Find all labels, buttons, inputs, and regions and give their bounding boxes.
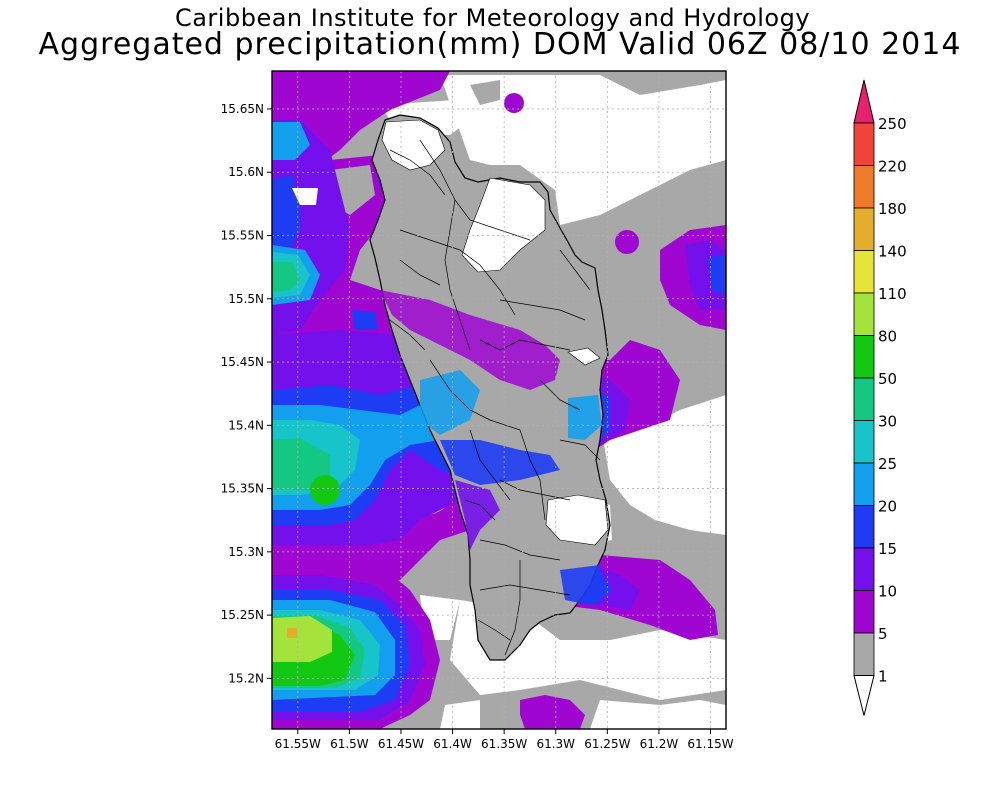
lon-tick-label: 61.45W bbox=[378, 737, 424, 751]
lat-tick-label: 15.5N bbox=[228, 292, 264, 306]
chart-title: Caribbean Institute for Meteorology and … bbox=[174, 4, 811, 32]
lat-tick-labels: 15.65N 15.6N 15.55N 15.5N 15.45N 15.4N 15.35N 1… bbox=[221, 102, 272, 685]
field-140mm bbox=[287, 628, 297, 638]
colorbar-swatch bbox=[853, 165, 875, 209]
colorbar-swatch bbox=[853, 505, 875, 549]
lat-tick-label: 15.6N bbox=[228, 165, 264, 179]
map-frame bbox=[271, 70, 727, 730]
lon-tick-label: 61.3W bbox=[536, 737, 575, 751]
lat-tick-label: 15.4N bbox=[228, 418, 264, 432]
colorbar-swatch bbox=[853, 590, 875, 634]
colorbar-label: 250 bbox=[878, 115, 907, 133]
colorbar-label: 10 bbox=[878, 583, 897, 601]
colorbar-swatch bbox=[853, 547, 875, 591]
colorbar-swatch bbox=[853, 462, 875, 506]
colorbar-label: 110 bbox=[878, 285, 907, 303]
lon-tick-label: 61.2W bbox=[640, 737, 679, 751]
colorbar-label: 15 bbox=[878, 540, 897, 558]
lat-tick-label: 15.25N bbox=[221, 608, 264, 622]
colorbar-top-arrow bbox=[853, 79, 875, 124]
colorbar-label: 50 bbox=[878, 370, 897, 388]
colorbar-label: 25 bbox=[878, 455, 897, 473]
field-80mm bbox=[272, 616, 332, 662]
colorbar-label: 220 bbox=[878, 158, 907, 176]
lon-tick-label: 61.25W bbox=[584, 737, 630, 751]
lon-tick-label: 61.5W bbox=[330, 737, 369, 751]
colorbar-label: 20 bbox=[878, 498, 897, 516]
lat-tick-label: 15.55N bbox=[221, 229, 264, 243]
chart-subtitle: Aggregated precipitation(mm) DOM Valid 0… bbox=[38, 27, 962, 62]
island-rain-patches bbox=[380, 290, 605, 605]
island-rivers-roads bbox=[389, 139, 601, 656]
colorbar-swatch bbox=[853, 207, 875, 251]
colorbar-swatch bbox=[853, 377, 875, 421]
colorbar-label: 30 bbox=[878, 413, 897, 431]
lon-tick-label: 61.15W bbox=[687, 737, 733, 751]
lon-tick-labels: 61.55W 61.5W 61.45W 61.4W 61.35W 61.3W 61.25W 6… bbox=[275, 729, 734, 751]
colorbar-bottom-arrow bbox=[853, 675, 875, 716]
colorbar: 250 220 180 140 110 80 50 30 25 20 15 10 5 1 bbox=[853, 79, 907, 716]
colorbar-swatch bbox=[853, 292, 875, 336]
colorbar-swatch bbox=[853, 335, 875, 379]
map-grid bbox=[272, 71, 726, 729]
lon-tick-label: 61.55W bbox=[275, 737, 321, 751]
colorbar-swatch bbox=[853, 632, 875, 676]
precipitation-map bbox=[272, 71, 726, 729]
lat-tick-label: 15.45N bbox=[221, 355, 264, 369]
lat-tick-label: 15.65N bbox=[221, 102, 264, 116]
colorbar-label: 140 bbox=[878, 243, 907, 261]
colorbar-label: 5 bbox=[878, 625, 888, 643]
lat-tick-label: 15.3N bbox=[228, 545, 264, 559]
lat-tick-label: 15.2N bbox=[228, 671, 264, 685]
colorbar-swatch bbox=[853, 420, 875, 464]
colorbar-label: 80 bbox=[878, 328, 897, 346]
island-dry-areas bbox=[381, 119, 609, 546]
colorbar-label: 180 bbox=[878, 200, 907, 218]
colorbar-swatch bbox=[853, 122, 875, 166]
colorbar-swatch bbox=[853, 250, 875, 294]
lon-tick-label: 61.4W bbox=[433, 737, 472, 751]
colorbar-label: 1 bbox=[878, 668, 888, 686]
lat-tick-label: 15.35N bbox=[221, 482, 264, 496]
lon-tick-label: 61.35W bbox=[481, 737, 527, 751]
